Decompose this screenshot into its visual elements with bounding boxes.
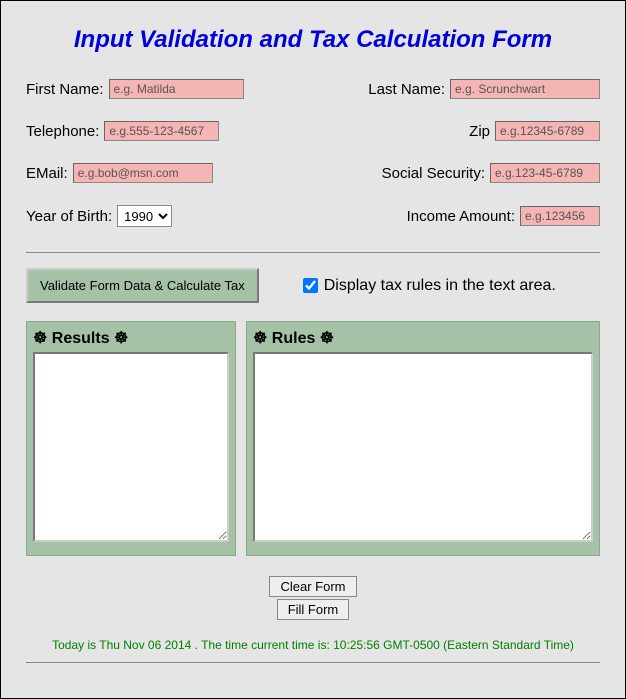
action-row: Validate Form Data & Calculate Tax Displ… xyxy=(26,268,600,303)
results-panel: ☸ Results ☸ xyxy=(26,321,236,556)
ssn-input[interactable] xyxy=(490,163,600,183)
field-telephone: Telephone: xyxy=(26,121,298,141)
field-email: EMail: xyxy=(26,163,298,183)
rules-textarea[interactable] xyxy=(253,352,593,542)
email-input[interactable] xyxy=(73,163,213,183)
bottom-separator xyxy=(26,662,600,663)
telephone-label: Telephone: xyxy=(26,123,99,140)
income-label: Income Amount: xyxy=(407,208,515,225)
last-name-label: Last Name: xyxy=(368,81,445,98)
yob-label: Year of Birth: xyxy=(26,208,112,225)
first-name-input[interactable] xyxy=(109,79,244,99)
input-grid: First Name: Last Name: Telephone: Zip EM… xyxy=(26,79,600,227)
field-first-name: First Name: xyxy=(26,79,298,99)
last-name-input[interactable] xyxy=(450,79,600,99)
fill-form-button[interactable]: Fill Form xyxy=(277,599,350,620)
bottom-buttons: Clear Form Fill Form xyxy=(26,576,600,620)
validate-button[interactable]: Validate Form Data & Calculate Tax xyxy=(26,268,259,303)
display-rules-label: Display tax rules in the text area. xyxy=(324,277,556,295)
ssn-label: Social Security: xyxy=(382,165,485,182)
clear-form-button[interactable]: Clear Form xyxy=(269,576,356,597)
page-title: Input Validation and Tax Calculation For… xyxy=(26,26,600,54)
results-title: ☸ Results ☸ xyxy=(33,328,229,348)
email-label: EMail: xyxy=(26,165,68,182)
first-name-label: First Name: xyxy=(26,81,104,98)
display-rules-checkbox[interactable] xyxy=(303,278,318,293)
field-income: Income Amount: xyxy=(328,205,600,227)
field-last-name: Last Name: xyxy=(328,79,600,99)
field-zip: Zip xyxy=(328,121,600,141)
income-input[interactable] xyxy=(520,206,600,226)
display-rules-row: Display tax rules in the text area. xyxy=(299,275,556,296)
rules-panel: ☸ Rules ☸ xyxy=(246,321,600,556)
field-yob: Year of Birth: 1990 xyxy=(26,205,298,227)
footer-timestamp: Today is Thu Nov 06 2014 . The time curr… xyxy=(26,638,600,652)
zip-label: Zip xyxy=(469,123,490,140)
rules-title: ☸ Rules ☸ xyxy=(253,328,593,348)
panels-row: ☸ Results ☸ ☸ Rules ☸ xyxy=(26,321,600,556)
results-textarea[interactable] xyxy=(33,352,229,542)
telephone-input[interactable] xyxy=(104,121,219,141)
field-ssn: Social Security: xyxy=(328,163,600,183)
separator xyxy=(26,252,600,253)
zip-input[interactable] xyxy=(495,121,600,141)
yob-select[interactable]: 1990 xyxy=(117,205,172,227)
form-container: Input Validation and Tax Calculation For… xyxy=(0,0,626,699)
